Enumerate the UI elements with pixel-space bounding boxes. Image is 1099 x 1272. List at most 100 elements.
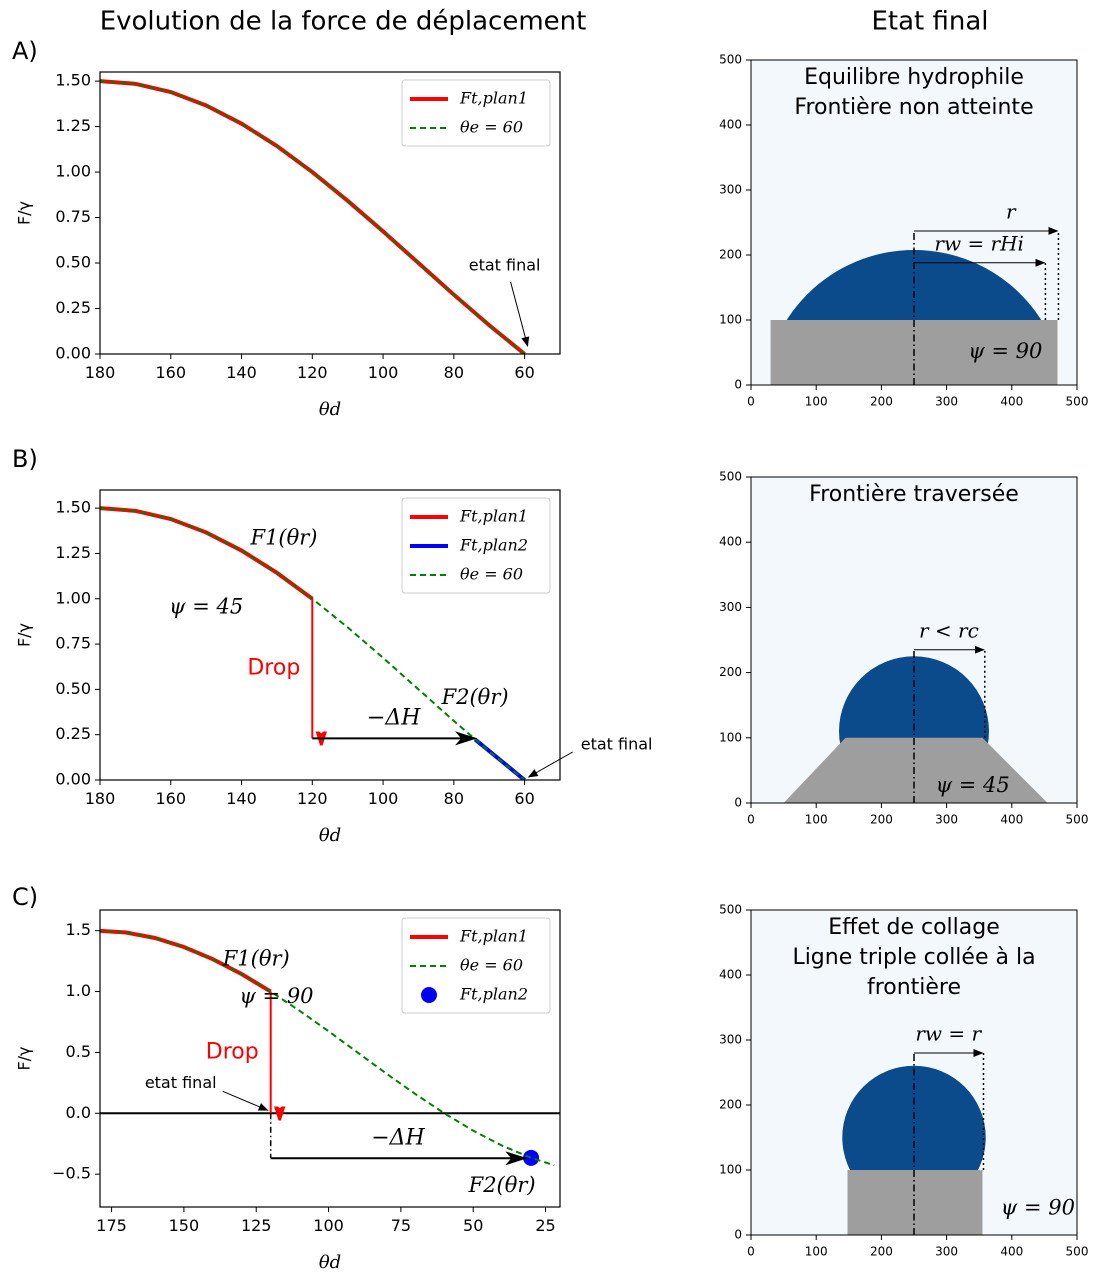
x-tick-label: 160 <box>155 363 186 382</box>
substrate <box>783 737 1048 803</box>
y-tick-label: 500 <box>719 470 742 484</box>
annotation: etat final <box>469 256 541 275</box>
x-tick-label: 75 <box>391 1216 411 1235</box>
radius-label: r <box>1006 199 1017 223</box>
x-tick-label: 100 <box>368 789 399 808</box>
radius-label: rw = r <box>915 1022 982 1046</box>
math-label: ψ = 45 <box>936 773 1010 797</box>
x-tick-label: 300 <box>935 813 958 827</box>
column-heading: Etat final <box>871 7 988 37</box>
y-tick-label: 0.00 <box>55 344 91 363</box>
x-tick-label: 140 <box>226 363 257 382</box>
annotation-arrow <box>510 281 530 347</box>
column-heading: Evolution de la force de déplacement <box>100 7 587 37</box>
x-tick-label: 175 <box>96 1216 127 1235</box>
y-tick-label: 0.25 <box>55 298 91 317</box>
x-tick-label: 100 <box>313 1216 344 1235</box>
plot-frame <box>99 909 561 1208</box>
x-tick-label: 400 <box>1000 1245 1023 1259</box>
drop <box>786 250 1042 320</box>
plot-frame <box>99 489 561 781</box>
legend-label: θe = 60 <box>460 565 523 584</box>
x-tick-label: 500 <box>1066 1245 1089 1259</box>
legend-label: θe = 60 <box>460 118 523 137</box>
y-tick-label: 400 <box>719 118 742 132</box>
x-tick-label: 60 <box>514 789 534 808</box>
panel-label: C) <box>12 883 38 911</box>
y-tick-label: 0.0 <box>66 1103 91 1122</box>
y-tick-label: 0.75 <box>55 634 91 653</box>
legend-label: Ft,plan2 <box>459 536 528 555</box>
x-tick-label: 120 <box>297 363 328 382</box>
y-tick-label: 0.5 <box>66 1042 91 1061</box>
image-title: Ligne triple collée à la <box>792 945 1035 970</box>
legend-label: Ft,plan2 <box>459 985 528 1004</box>
legend-box <box>401 497 551 594</box>
y-tick-label: 1.5 <box>66 920 91 939</box>
radius-label: rw = rHi <box>934 231 1024 255</box>
y-tick-label: 1.00 <box>55 162 91 181</box>
y-tick-label: 1.50 <box>55 71 91 90</box>
arrow-label: −ΔH <box>371 1125 425 1150</box>
arrow-label: −ΔH <box>367 705 421 730</box>
y-tick-label: 0.00 <box>55 770 91 789</box>
x-tick-label: 25 <box>535 1216 555 1235</box>
y-tick-label: −0.5 <box>52 1164 91 1183</box>
y-tick-label: 300 <box>719 183 742 197</box>
x-tick-label: 100 <box>805 1245 828 1259</box>
x-tick-label: 100 <box>805 813 828 827</box>
x-tick-label: 200 <box>870 395 893 409</box>
y-tick-label: 300 <box>719 600 742 614</box>
annotation-arrow <box>527 751 573 778</box>
plot-frame <box>750 476 1078 804</box>
x-tick-label: 400 <box>1000 395 1023 409</box>
math-label: ψ = 45 <box>169 594 243 618</box>
image-title: Frontière traversée <box>809 482 1019 507</box>
marker <box>523 1149 540 1166</box>
x-tick-label: 80 <box>444 789 464 808</box>
x-tick-label: 100 <box>368 363 399 382</box>
x-axis-label: θd <box>319 825 341 846</box>
y-tick-label: 200 <box>719 248 742 262</box>
plot-frame <box>99 71 561 355</box>
y-tick-label: 0 <box>734 378 742 392</box>
x-tick-label: 60 <box>514 363 534 382</box>
y-tick-label: 200 <box>719 1098 742 1112</box>
plot-frame <box>750 909 1078 1236</box>
y-axis-label: F/γ <box>15 623 34 647</box>
x-axis-label: θd <box>319 1252 341 1272</box>
annotation: etat final <box>581 735 653 754</box>
y-tick-label: 0 <box>734 1228 742 1242</box>
y-tick-label: 100 <box>719 730 742 744</box>
y-axis-label: F/γ <box>15 201 34 225</box>
y-tick-label: 1.0 <box>66 981 91 1000</box>
y-tick-label: 1.25 <box>55 543 91 562</box>
radius-label: r < rc <box>919 618 979 642</box>
x-tick-label: 500 <box>1066 813 1089 827</box>
x-tick-label: 180 <box>85 363 116 382</box>
x-tick-label: 150 <box>169 1216 200 1235</box>
x-tick-label: 500 <box>1066 395 1089 409</box>
x-tick-label: 400 <box>1000 813 1023 827</box>
x-tick-label: 0 <box>747 395 755 409</box>
y-tick-label: 0.25 <box>55 724 91 743</box>
x-tick-label: 120 <box>297 789 328 808</box>
plot-area <box>100 79 526 354</box>
arrow-label: Drop <box>206 1039 259 1064</box>
x-axis-label: θd <box>319 399 341 420</box>
image-title: Effet de collage <box>828 915 999 940</box>
y-tick-label: 200 <box>719 665 742 679</box>
y-tick-label: 100 <box>719 313 742 327</box>
arrow-label: Drop <box>247 656 300 681</box>
x-tick-label: 50 <box>463 1216 483 1235</box>
annotation-arrow <box>222 1090 269 1111</box>
y-tick-label: 500 <box>719 903 742 917</box>
drop <box>839 656 989 758</box>
math-label: F1(θr) <box>222 946 290 970</box>
series-line <box>100 506 314 601</box>
annotation: etat final <box>145 1073 217 1092</box>
legend-box <box>401 79 551 147</box>
math-label: ψ = 90 <box>968 339 1042 363</box>
x-tick-label: 160 <box>155 789 186 808</box>
